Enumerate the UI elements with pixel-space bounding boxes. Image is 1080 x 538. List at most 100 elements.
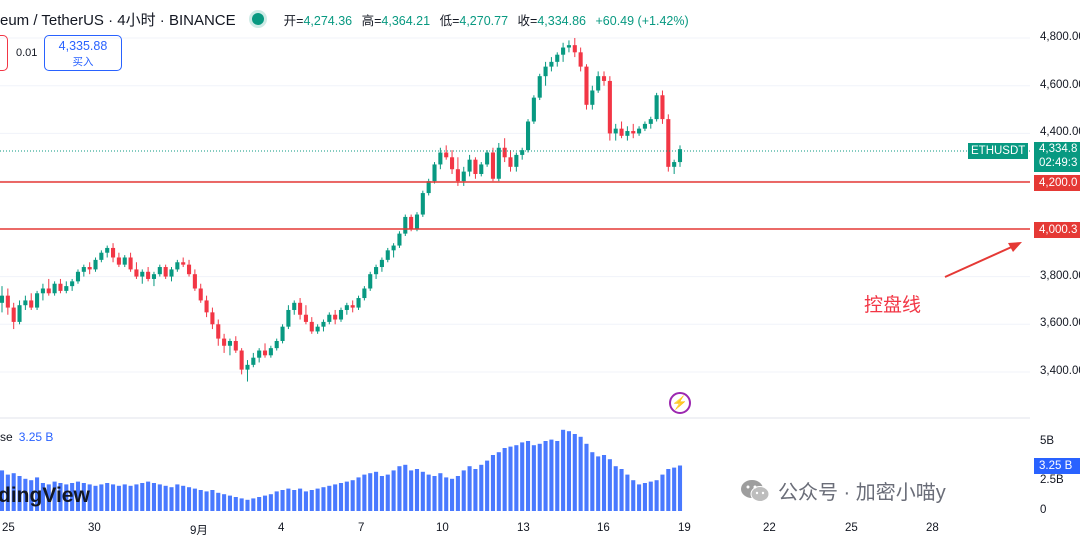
volume-bar (146, 481, 151, 511)
volume-bar (584, 443, 589, 511)
candle (292, 300, 297, 315)
lightning-event-icon[interactable]: ⚡ (669, 392, 691, 414)
candle (309, 317, 314, 334)
candle (444, 145, 449, 160)
volume-bar (508, 446, 513, 511)
candle (385, 247, 390, 263)
candle (613, 123, 618, 141)
volume-bar (368, 473, 373, 511)
volume-bar (116, 485, 121, 511)
candle (531, 95, 536, 124)
candle (502, 138, 507, 163)
volume-bar (455, 476, 460, 511)
buy-button[interactable]: 4,335.88 买入 (44, 35, 122, 71)
candle (496, 142, 501, 182)
symbol-title[interactable]: eum / TetherUS · 4小时 · BINANCE (0, 11, 236, 29)
volume-bar (239, 498, 244, 511)
time-axis-label: 13 (517, 522, 530, 534)
price-axis-label: 4,400.00 (1040, 126, 1080, 139)
volume-bar (23, 478, 28, 511)
candle (473, 157, 478, 179)
candle (374, 264, 379, 279)
volume-axis-tag: 3.25 B (1034, 458, 1080, 474)
candle (222, 333, 227, 353)
candle (0, 286, 5, 313)
market-open-indicator-icon (251, 13, 264, 25)
volume-bar (128, 485, 133, 511)
volume-bar (111, 484, 116, 511)
volume-bar (356, 477, 361, 511)
volume-bar (298, 488, 303, 511)
volume-bar (151, 483, 157, 511)
volume-axis-25b: 2.5B (1040, 474, 1064, 486)
sell-button[interactable] (0, 35, 8, 71)
volume-bar (672, 467, 677, 511)
candle (11, 302, 16, 330)
annotation-text[interactable]: 控盘线 (864, 295, 922, 316)
open-label: 开= (283, 13, 304, 28)
candle (338, 307, 344, 322)
volume-bar (327, 485, 332, 511)
volume-bar (75, 481, 81, 511)
volume-bar (11, 473, 16, 511)
last-price-value: 4,334.8 (1039, 143, 1078, 155)
candle (327, 312, 332, 325)
volume-bar (198, 490, 203, 511)
candle (70, 278, 75, 291)
volume-bar (274, 491, 279, 511)
buy-label: 买入 (72, 56, 94, 68)
volume-bar (0, 470, 5, 511)
volume-bar (438, 473, 443, 511)
volume-legend-value: 3.25 B (18, 430, 54, 444)
volume-bar (572, 434, 577, 511)
annotation-arrow[interactable] (944, 242, 1022, 278)
wechat-watermark: 公众号 · 加密小喵y (740, 476, 946, 505)
candle (566, 40, 571, 53)
candle (298, 298, 303, 320)
candle (631, 123, 636, 139)
candle (81, 264, 86, 277)
volume-bar (29, 480, 34, 511)
volume-bar (432, 476, 437, 511)
volume-bar (374, 471, 379, 511)
volume-bar (192, 488, 197, 511)
volume-bar (163, 485, 168, 511)
volume-bar (654, 480, 659, 511)
volume-bar (601, 455, 607, 511)
candle (192, 269, 197, 291)
candle (140, 269, 145, 284)
candle (128, 252, 133, 272)
candle (210, 307, 215, 330)
volume-bar (514, 445, 519, 511)
time-axis-label: 25 (845, 522, 858, 534)
buy-price: 4,335.88 (58, 39, 108, 53)
candle (29, 293, 34, 310)
candle (198, 283, 203, 303)
candle (525, 119, 531, 153)
candle (274, 338, 279, 351)
candle (584, 64, 589, 110)
close-label: 收= (517, 13, 538, 28)
volume-bar (555, 441, 560, 511)
candle (268, 345, 273, 358)
candle (17, 300, 22, 325)
volume-axis-5b: 5B (1040, 435, 1055, 447)
volume-bar (140, 483, 145, 511)
candle (175, 259, 180, 272)
volume-bar (58, 483, 63, 511)
candle (181, 257, 186, 268)
price-axis-label: 4,800.00 (1040, 31, 1080, 43)
volume-legend[interactable]: se 3.25 B (0, 430, 53, 444)
volume-bar (619, 469, 624, 511)
time-axis-label: 4 (278, 522, 285, 534)
candle (111, 243, 116, 263)
volume-bar (245, 499, 250, 511)
price-axis-label: 3,400.00 (1040, 365, 1080, 377)
candle (186, 259, 192, 277)
time-axis-label: 22 (763, 522, 776, 534)
volume-bar (537, 443, 542, 511)
volume-bar (169, 487, 174, 511)
volume-bar (210, 490, 215, 511)
